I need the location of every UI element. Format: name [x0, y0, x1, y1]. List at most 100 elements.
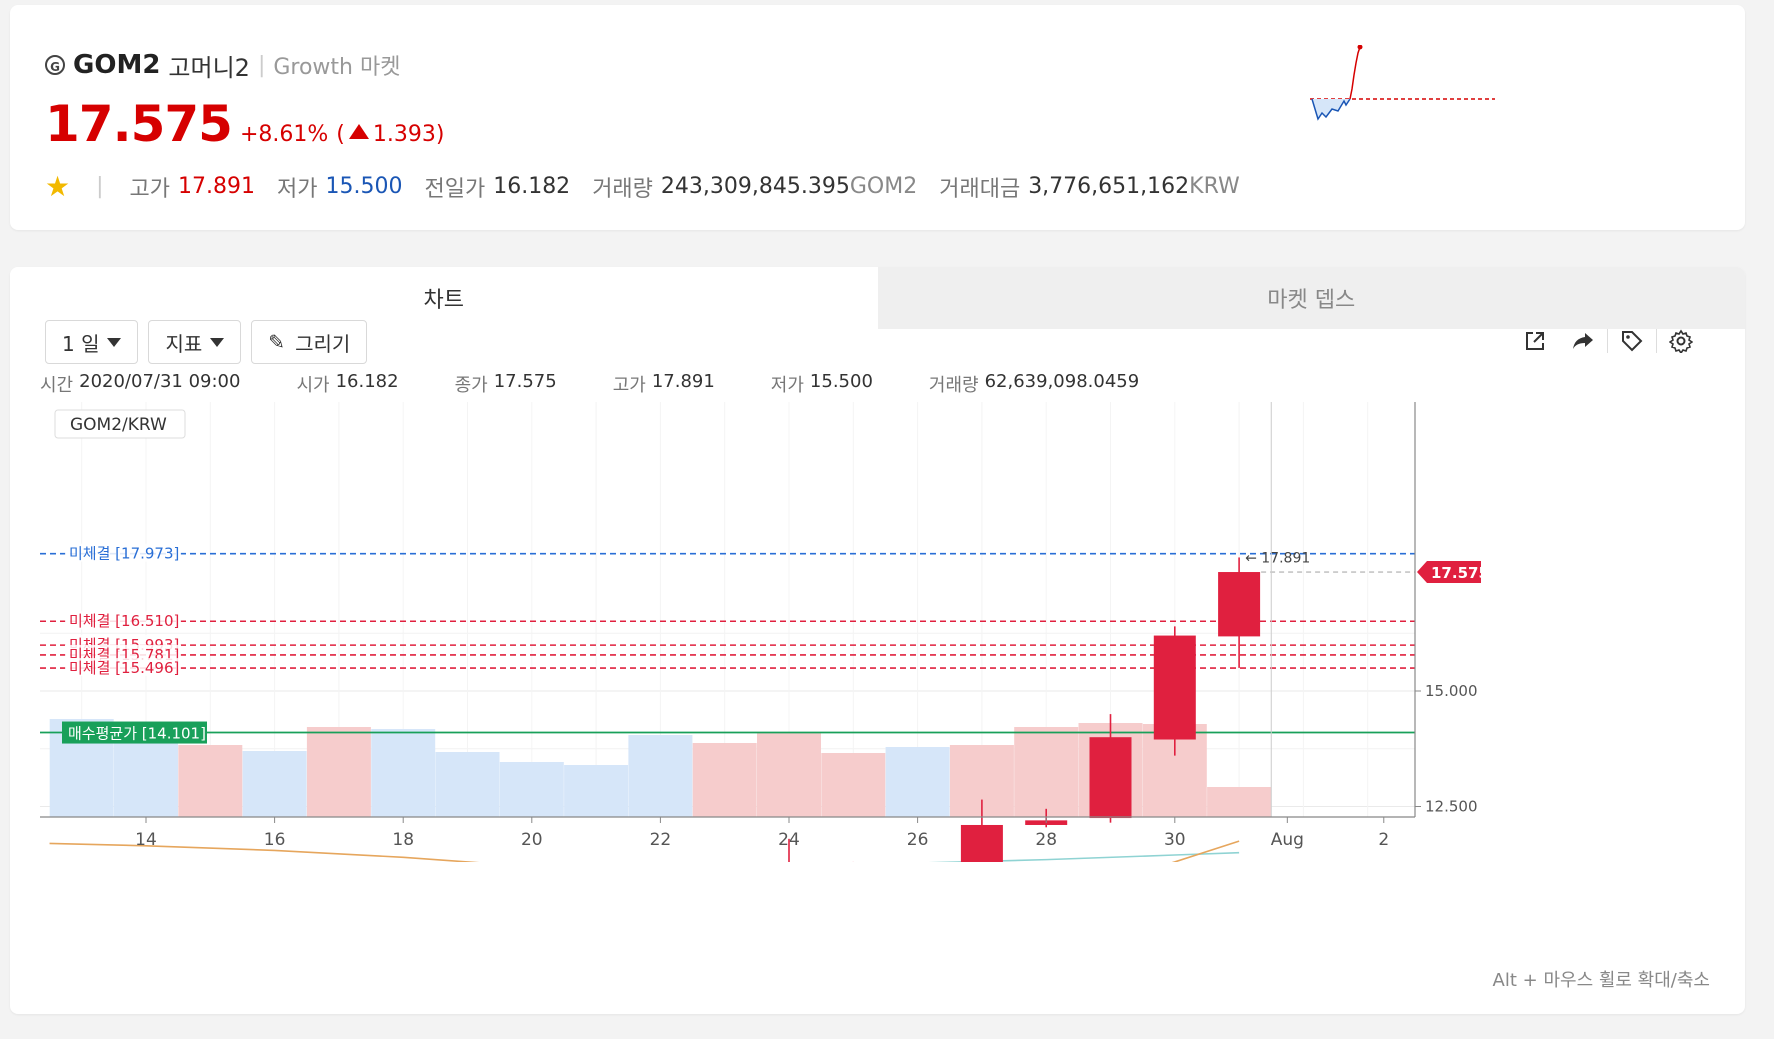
tag-icon[interactable]: [1608, 325, 1656, 357]
sparkline-up-segment: [1349, 46, 1361, 100]
zoom-hint: Alt + 마우스 휠로 확대/축소: [1492, 970, 1710, 991]
volume-bar: [692, 743, 757, 817]
ohlc-time: 시간 2020/07/31 09:00: [40, 371, 240, 397]
sparkline-fill: [1312, 99, 1350, 119]
change-amount-value: 1.393): [372, 122, 445, 147]
prev-close-label: 전일가: [424, 176, 486, 202]
volume-bar: [306, 727, 371, 817]
candle-body: [1089, 737, 1132, 819]
volume-bar: [242, 751, 307, 817]
pending-order-label: 미체결 [16.510]: [69, 612, 179, 630]
time-label: 시간: [40, 375, 74, 396]
avg-buy-label-bg: [62, 721, 207, 744]
change-open-paren: (: [336, 122, 345, 147]
pending-order-label: 미체결 [15.496]: [69, 659, 179, 677]
current-price-label: 17.575: [1431, 564, 1489, 582]
open-label: 시가: [296, 375, 330, 396]
trade-value-label: 거래대금: [939, 176, 1021, 202]
up-triangle-icon: [348, 124, 369, 139]
interval-label: 1 일: [62, 331, 100, 356]
ohlc-high: 고가 17.891: [613, 371, 715, 397]
coin-korean-name: 고머니2: [168, 53, 250, 82]
draw-button[interactable]: ✎ 그리기: [251, 320, 368, 364]
current-price-tag: [1417, 561, 1481, 584]
pair-label-box: [54, 409, 186, 439]
x-tick-label: 28: [1035, 830, 1057, 850]
volume-value: 62,639,098.0459: [984, 371, 1140, 392]
volume-bar: [178, 745, 243, 817]
sparkline-down-segment: [1311, 98, 1351, 121]
x-tick-label: 14: [135, 830, 157, 850]
pending-order-label-bg: [65, 543, 181, 562]
coin-symbol: GOM2: [73, 50, 161, 80]
candlestick-chart[interactable]: 미체결 [17.973]미체결 [16.510]미체결 [15.993]미체결 …: [10, 392, 1745, 862]
open-value: 16.182: [335, 371, 399, 392]
trade-value-value: 3,776,651,162: [1028, 174, 1190, 199]
current-price: 17.575: [45, 95, 233, 153]
coin-title-row: G GOM2 고머니2 | Growth 마켓: [45, 45, 400, 85]
tab-chart[interactable]: 차트: [10, 267, 878, 329]
draw-label: 그리기: [295, 331, 351, 356]
stats-row: ★ | 고가 17.891 저가 15.500 전일가 16.182 거래량 2…: [45, 170, 1240, 203]
pair-label: GOM2/KRW: [70, 415, 167, 435]
star-icon[interactable]: ★: [45, 170, 71, 203]
ohlc-close: 종가 17.575: [455, 371, 557, 397]
high-value: 17.891: [178, 174, 255, 199]
change-amount: (1.393): [336, 122, 444, 147]
volume-bar: [564, 765, 629, 817]
close-label: 종가: [454, 375, 488, 396]
ma-short-line: [49, 840, 1240, 862]
coin-summary-card: G GOM2 고머니2 | Growth 마켓 17.575 +8.61% (1…: [10, 5, 1745, 230]
chart-tools: [1511, 325, 1705, 357]
sparkline-chart: [1310, 45, 1495, 121]
stats-separator: |: [96, 174, 104, 199]
tab-market-depth[interactable]: 마켓 뎁스: [877, 267, 1745, 329]
sparkline-last-point: [1357, 45, 1363, 50]
x-tick-label: 22: [650, 830, 672, 850]
pending-order-label-bg: [65, 658, 181, 677]
chevron-down-icon: [210, 337, 225, 347]
time-value: 2020/07/31 09:00: [79, 371, 241, 392]
external-link-icon[interactable]: [1511, 325, 1559, 357]
low-value: 15.500: [809, 371, 873, 392]
volume-bar: [628, 735, 693, 817]
volume-bar: [1207, 787, 1272, 817]
market-label: Growth 마켓: [273, 55, 401, 80]
x-tick-label: 20: [521, 830, 543, 850]
chevron-down-icon: [107, 337, 122, 347]
tool-separator: [1607, 329, 1608, 353]
candle-body: [1153, 635, 1196, 740]
volume-unit: GOM2: [849, 174, 918, 199]
x-tick-label: 2: [1378, 830, 1389, 850]
high-label: 고가: [612, 375, 646, 396]
settings-icon[interactable]: [1657, 325, 1705, 357]
indicators-button[interactable]: 지표: [148, 320, 242, 364]
low-label: 저가: [277, 176, 318, 202]
chart-tabs: 차트 마켓 뎁스: [10, 267, 1745, 329]
pending-order-label-bg: [65, 611, 181, 630]
close-value: 17.575: [493, 371, 557, 392]
price-row: 17.575 +8.61% (1.393): [45, 95, 444, 153]
pending-order-label: 미체결 [17.973]: [69, 545, 179, 563]
avg-buy-label: 매수평균가 [14.101]: [68, 725, 206, 743]
chart-card: 차트 마켓 뎁스 1 일 지표 ✎ 그리기 시간 2: [10, 267, 1745, 1014]
ohlc-low: 저가 15.500: [771, 371, 873, 397]
ohlc-open: 시가 16.182: [296, 371, 398, 397]
volume-bar: [499, 762, 564, 817]
x-tick-label: 24: [778, 830, 800, 850]
ohlc-volume: 거래량 62,639,098.0459: [929, 371, 1139, 397]
x-tick-label: 16: [264, 830, 286, 850]
volume-bar: [371, 729, 436, 817]
volume-label: 거래량: [928, 375, 979, 396]
volume-value: 243,309,845.395: [660, 174, 850, 199]
volume-bar: [821, 753, 886, 817]
ma-long-line: [928, 851, 1240, 862]
pencil-icon: ✎: [268, 330, 286, 354]
interval-select[interactable]: 1 일: [45, 320, 139, 364]
high-value: 17.891: [651, 371, 715, 392]
share-icon[interactable]: [1559, 325, 1607, 357]
candle-body: [1218, 572, 1261, 637]
x-tick-label: Aug: [1271, 830, 1304, 850]
prev-close-value: 16.182: [493, 174, 571, 199]
candle-body: [960, 824, 1003, 862]
